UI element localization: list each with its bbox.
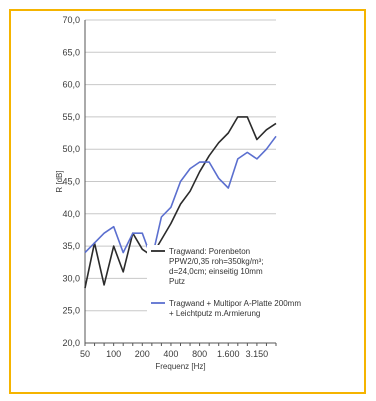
y-tick-label: 25,0: [62, 306, 80, 316]
legend-background: [147, 297, 323, 321]
chart-frame: 20,0 25,0 30,0 35,0 40,0 45,0 50,0 55,0 60,0 65,0…: [9, 9, 366, 394]
legend-entry: Tragwand: Porenbeton PPW2/0,35 roh=350kg/…: [169, 247, 264, 286]
y-axis-label: R [dB]: [55, 170, 64, 192]
line-chart: 20,0 25,0 30,0 35,0 40,0 45,0 50,0 55,0 60,0 65,0…: [55, 15, 323, 371]
axes: 20,0 25,0 30,0 35,0 40,0 45,0 50,0 55,0 60,0 65,0…: [62, 15, 277, 359]
x-tick-label: 50: [80, 349, 90, 359]
y-tick-label: 55,0: [62, 112, 80, 122]
y-tick-label: 45,0: [62, 177, 80, 187]
x-tick-label: 200: [135, 349, 150, 359]
y-tick-label: 70,0: [62, 15, 80, 25]
x-tick-label: 400: [163, 349, 178, 359]
x-tick-label: 800: [192, 349, 207, 359]
x-axis-label: Frequenz [Hz]: [155, 362, 205, 371]
x-tick-label: 1.600: [217, 349, 240, 359]
y-tick-label: 60,0: [62, 80, 80, 90]
y-tick-label: 40,0: [62, 209, 80, 219]
series-line-2: [84, 135, 277, 260]
x-tick-label: 3.150: [246, 349, 269, 359]
series: [84, 116, 277, 289]
legend-background: [147, 245, 303, 289]
x-tick-label: 100: [106, 349, 121, 359]
y-tick-label: 20,0: [62, 338, 80, 348]
y-tick-label: 30,0: [62, 273, 80, 283]
series-line-1: [84, 116, 277, 289]
legend-entry: Tragwand + Multipor A-Platte 200mm + Leic…: [169, 299, 301, 318]
y-tick-label: 50,0: [62, 144, 80, 154]
legend: Tragwand: Porenbeton PPW2/0,35 roh=350kg/…: [147, 245, 323, 321]
y-tick-label: 35,0: [62, 241, 80, 251]
y-tick-label: 65,0: [62, 47, 80, 57]
